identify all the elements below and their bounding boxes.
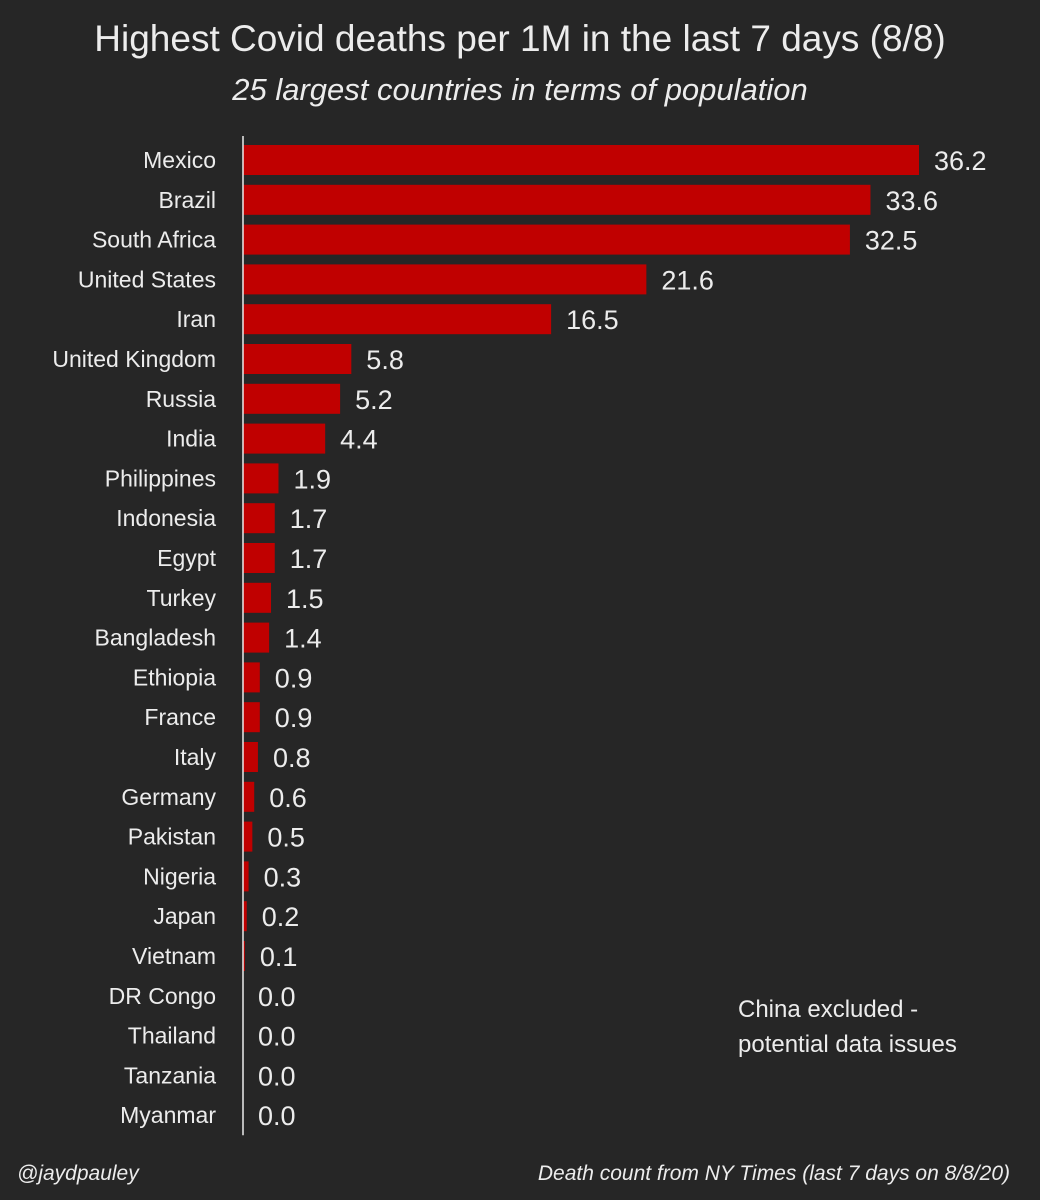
value-label: 21.6 — [661, 265, 714, 295]
value-label: 33.6 — [885, 186, 938, 216]
value-label: 5.2 — [355, 385, 393, 415]
category-label: Germany — [121, 784, 216, 810]
category-label: Nigeria — [143, 863, 216, 889]
bar — [243, 781, 255, 812]
category-label: Pakistan — [128, 824, 216, 850]
value-label: 1.7 — [290, 504, 328, 534]
category-label: Turkey — [147, 585, 217, 611]
bar — [243, 344, 352, 374]
bar — [243, 901, 247, 932]
chart-subtitle: 25 largest countries in terms of populat… — [232, 72, 808, 107]
category-label: Indonesia — [116, 505, 216, 531]
value-label: 0.0 — [258, 1061, 296, 1091]
value-label: 0.9 — [275, 703, 313, 733]
value-label: 5.8 — [366, 345, 404, 375]
category-label: Iran — [176, 306, 216, 332]
category-label: Japan — [153, 903, 216, 929]
bar — [243, 742, 258, 772]
value-label: 0.0 — [258, 1022, 296, 1052]
category-label: Egypt — [157, 545, 216, 571]
chart-annotation: China excluded - potential data issues — [738, 992, 957, 1062]
bar — [243, 463, 279, 494]
value-label: 1.4 — [284, 624, 322, 654]
value-label: 0.0 — [258, 982, 296, 1012]
value-label: 1.7 — [290, 544, 328, 574]
annotation-line-1: China excluded - — [738, 996, 919, 1023]
value-label: 32.5 — [865, 226, 918, 256]
category-label: India — [166, 426, 216, 452]
category-label: Tanzania — [124, 1062, 216, 1088]
bar — [243, 224, 850, 255]
author-handle: @jaydpauley — [17, 1162, 139, 1185]
value-label: 0.1 — [260, 942, 298, 972]
bar — [243, 861, 249, 892]
category-label: Philippines — [105, 465, 216, 491]
value-label: 0.2 — [262, 902, 300, 932]
value-label: 4.4 — [340, 425, 378, 455]
bar — [243, 622, 270, 653]
value-label: 0.6 — [269, 783, 307, 813]
bar — [243, 184, 871, 215]
bar — [243, 702, 260, 733]
bar — [243, 662, 260, 693]
value-label: 0.0 — [258, 1101, 296, 1131]
category-label: Brazil — [158, 187, 216, 213]
value-label: 0.9 — [275, 663, 313, 693]
bar — [243, 304, 552, 335]
source-note: Death count from NY Times (last 7 days o… — [537, 1162, 1010, 1185]
category-label: Russia — [146, 386, 217, 412]
bar — [243, 423, 326, 454]
category-label: Bangladesh — [95, 625, 217, 651]
category-label: United Kingdom — [52, 346, 216, 372]
bar — [243, 941, 245, 971]
value-label: 16.5 — [566, 305, 619, 335]
bar — [243, 145, 919, 175]
category-label: DR Congo — [109, 983, 216, 1009]
category-label: Mexico — [143, 147, 216, 173]
annotation-line-2: potential data issues — [738, 1031, 957, 1058]
category-label: United States — [78, 266, 216, 292]
bar — [243, 543, 275, 573]
value-label: 36.2 — [934, 146, 987, 176]
bars-layer: Mexico 36.2 Brazil 33.6 South Africa 32.5 Unit… — [52, 145, 987, 1131]
category-label: Vietnam — [132, 943, 216, 969]
value-label: 1.5 — [286, 584, 324, 614]
category-label: Italy — [174, 744, 217, 770]
bar — [243, 582, 272, 613]
bar — [243, 821, 253, 852]
bar — [243, 264, 647, 295]
category-label: Ethiopia — [133, 664, 216, 690]
value-label: 1.9 — [293, 464, 331, 494]
category-label: Myanmar — [120, 1102, 216, 1128]
category-label: Thailand — [128, 1023, 216, 1049]
value-label: 0.3 — [264, 862, 302, 892]
value-label: 0.5 — [267, 823, 305, 853]
category-label: France — [144, 704, 216, 730]
bar — [243, 383, 341, 414]
chart-title: Highest Covid deaths per 1M in the last … — [94, 18, 946, 59]
value-label: 0.8 — [273, 743, 311, 773]
category-label: South Africa — [92, 227, 216, 253]
bar — [243, 503, 275, 534]
